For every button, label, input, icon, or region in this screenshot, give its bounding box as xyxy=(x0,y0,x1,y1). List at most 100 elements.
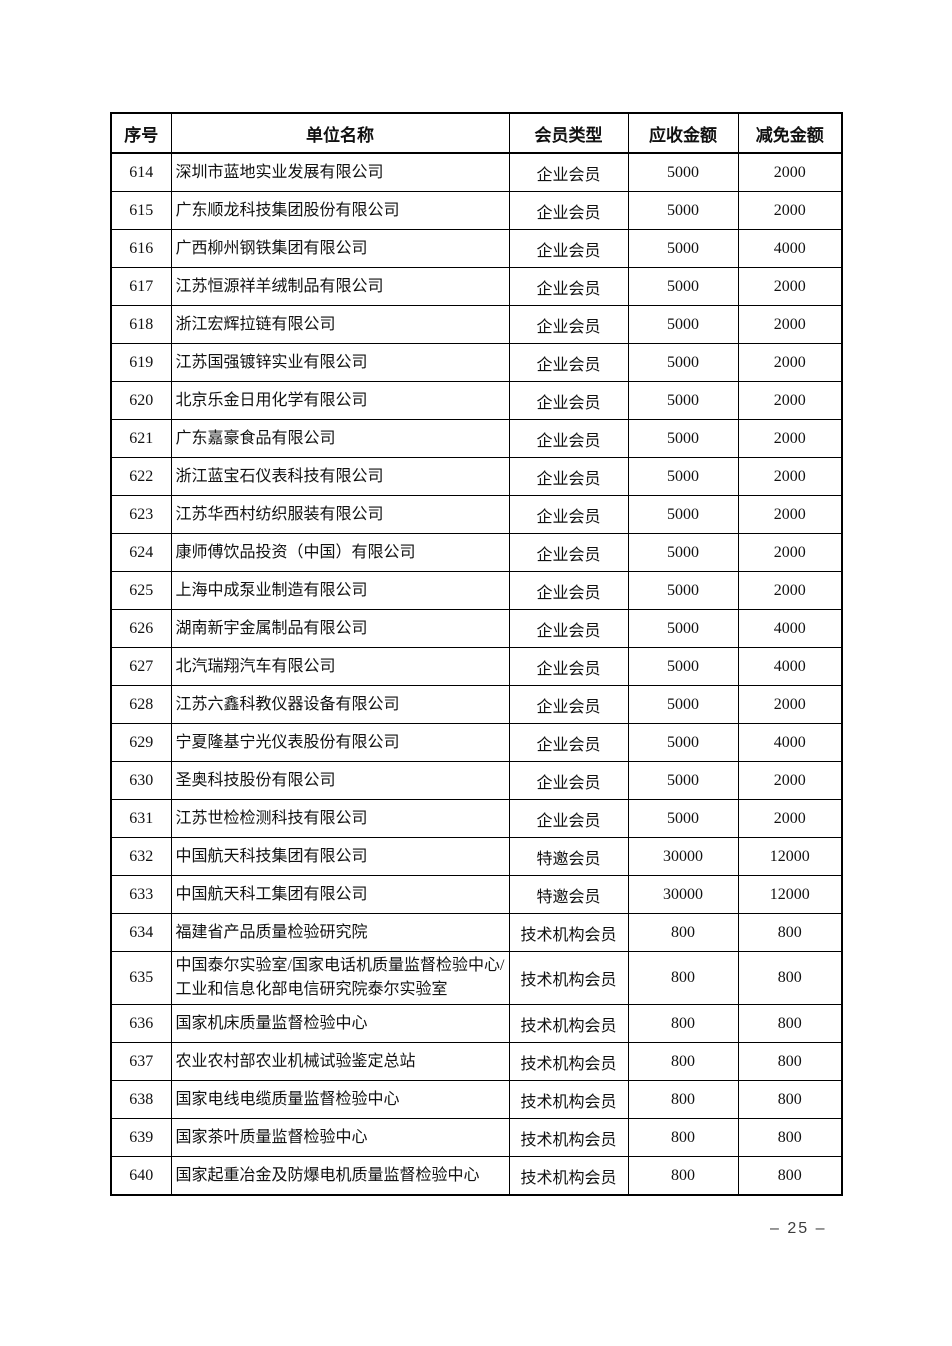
table-row: 630 圣奥科技股份有限公司 企业会员 5000 2000 xyxy=(110,761,843,800)
table-row: 638 国家电线电缆质量监督检验中心 技术机构会员 800 800 xyxy=(110,1080,843,1119)
cell-member-type: 企业会员 xyxy=(508,723,629,762)
cell-serial-number: 621 xyxy=(110,419,172,458)
cell-serial-number: 627 xyxy=(110,647,172,686)
cell-reduction-amount: 2000 xyxy=(737,761,843,800)
cell-unit-name: 中国航天科工集团有限公司 xyxy=(170,875,510,914)
cell-member-type: 企业会员 xyxy=(508,267,629,306)
cell-reduction-amount: 2000 xyxy=(737,381,843,420)
cell-serial-number: 614 xyxy=(110,152,172,192)
cell-member-type: 企业会员 xyxy=(508,343,629,382)
cell-reduction-amount: 4000 xyxy=(737,647,843,686)
cell-receivable-amount: 800 xyxy=(627,1118,739,1157)
cell-member-type: 企业会员 xyxy=(508,381,629,420)
table-row: 634 福建省产品质量检验研究院 技术机构会员 800 800 xyxy=(110,913,843,952)
cell-reduction-amount: 800 xyxy=(737,1118,843,1157)
table-row: 639 国家茶叶质量监督检验中心 技术机构会员 800 800 xyxy=(110,1118,843,1157)
cell-member-type: 特邀会员 xyxy=(508,837,629,876)
header-reduction-amount: 减免金额 xyxy=(737,112,843,154)
cell-reduction-amount: 2000 xyxy=(737,495,843,534)
cell-member-type: 企业会员 xyxy=(508,419,629,458)
cell-unit-name: 江苏世检检测科技有限公司 xyxy=(170,799,510,838)
cell-serial-number: 618 xyxy=(110,305,172,344)
table-row: 618 浙江宏辉拉链有限公司 企业会员 5000 2000 xyxy=(110,305,843,344)
cell-reduction-amount: 800 xyxy=(737,1004,843,1043)
cell-unit-name: 国家起重冶金及防爆电机质量监督检验中心 xyxy=(170,1156,510,1196)
header-member-type: 会员类型 xyxy=(508,112,629,154)
cell-unit-name: 深圳市蓝地实业发展有限公司 xyxy=(170,152,510,192)
cell-serial-number: 622 xyxy=(110,457,172,496)
cell-member-type: 企业会员 xyxy=(508,761,629,800)
table-row: 623 江苏华西村纺织服装有限公司 企业会员 5000 2000 xyxy=(110,495,843,534)
cell-receivable-amount: 5000 xyxy=(627,723,739,762)
cell-unit-name: 广西柳州钢铁集团有限公司 xyxy=(170,229,510,268)
cell-unit-name: 湖南新宇金属制品有限公司 xyxy=(170,609,510,648)
cell-unit-name: 农业农村部农业机械试验鉴定总站 xyxy=(170,1042,510,1081)
cell-reduction-amount: 2000 xyxy=(737,799,843,838)
cell-reduction-amount: 800 xyxy=(737,913,843,952)
cell-serial-number: 629 xyxy=(110,723,172,762)
cell-unit-name: 中国航天科技集团有限公司 xyxy=(170,837,510,876)
cell-receivable-amount: 800 xyxy=(627,1004,739,1043)
table-row: 616 广西柳州钢铁集团有限公司 企业会员 5000 4000 xyxy=(110,229,843,268)
cell-member-type: 企业会员 xyxy=(508,495,629,534)
cell-member-type: 技术机构会员 xyxy=(508,1004,629,1043)
cell-member-type: 企业会员 xyxy=(508,152,629,192)
table-row: 628 江苏六鑫科教仪器设备有限公司 企业会员 5000 2000 xyxy=(110,685,843,724)
cell-member-type: 技术机构会员 xyxy=(508,913,629,952)
header-receivable-amount: 应收金额 xyxy=(627,112,739,154)
cell-serial-number: 628 xyxy=(110,685,172,724)
table-row: 620 北京乐金日用化学有限公司 企业会员 5000 2000 xyxy=(110,381,843,420)
cell-serial-number: 640 xyxy=(110,1156,172,1196)
cell-reduction-amount: 2000 xyxy=(737,685,843,724)
cell-serial-number: 632 xyxy=(110,837,172,876)
cell-unit-name: 广东嘉豪食品有限公司 xyxy=(170,419,510,458)
cell-unit-name: 中国泰尔实验室/国家电话机质量监督检验中心/工业和信息化部电信研究院泰尔实验室 xyxy=(170,951,510,1005)
cell-unit-name: 国家茶叶质量监督检验中心 xyxy=(170,1118,510,1157)
cell-serial-number: 624 xyxy=(110,533,172,572)
cell-receivable-amount: 800 xyxy=(627,1080,739,1119)
cell-serial-number: 631 xyxy=(110,799,172,838)
table-row: 619 江苏国强镀锌实业有限公司 企业会员 5000 2000 xyxy=(110,343,843,382)
cell-serial-number: 638 xyxy=(110,1080,172,1119)
cell-unit-name: 江苏恒源祥羊绒制品有限公司 xyxy=(170,267,510,306)
cell-member-type: 企业会员 xyxy=(508,305,629,344)
table-row: 633 中国航天科工集团有限公司 特邀会员 30000 12000 xyxy=(110,875,843,914)
cell-member-type: 技术机构会员 xyxy=(508,1118,629,1157)
cell-reduction-amount: 4000 xyxy=(737,609,843,648)
cell-member-type: 企业会员 xyxy=(508,533,629,572)
cell-unit-name: 浙江蓝宝石仪表科技有限公司 xyxy=(170,457,510,496)
table-header: 序号 单位名称 会员类型 应收金额 减免金额 xyxy=(110,112,843,154)
table-row: 637 农业农村部农业机械试验鉴定总站 技术机构会员 800 800 xyxy=(110,1042,843,1081)
cell-receivable-amount: 5000 xyxy=(627,495,739,534)
cell-reduction-amount: 12000 xyxy=(737,837,843,876)
table-row: 640 国家起重冶金及防爆电机质量监督检验中心 技术机构会员 800 800 xyxy=(110,1156,843,1196)
cell-member-type: 企业会员 xyxy=(508,647,629,686)
cell-member-type: 技术机构会员 xyxy=(508,1080,629,1119)
cell-member-type: 企业会员 xyxy=(508,799,629,838)
cell-unit-name: 上海中成泵业制造有限公司 xyxy=(170,571,510,610)
cell-receivable-amount: 5000 xyxy=(627,457,739,496)
cell-receivable-amount: 5000 xyxy=(627,685,739,724)
cell-serial-number: 637 xyxy=(110,1042,172,1081)
cell-receivable-amount: 800 xyxy=(627,913,739,952)
cell-member-type: 企业会员 xyxy=(508,609,629,648)
cell-receivable-amount: 5000 xyxy=(627,381,739,420)
cell-member-type: 企业会员 xyxy=(508,685,629,724)
cell-receivable-amount: 5000 xyxy=(627,799,739,838)
cell-serial-number: 635 xyxy=(110,951,172,1005)
cell-reduction-amount: 2000 xyxy=(737,305,843,344)
cell-receivable-amount: 5000 xyxy=(627,419,739,458)
cell-receivable-amount: 5000 xyxy=(627,761,739,800)
table-header-row: 序号 单位名称 会员类型 应收金额 减免金额 xyxy=(110,112,843,154)
table-row: 622 浙江蓝宝石仪表科技有限公司 企业会员 5000 2000 xyxy=(110,457,843,496)
table-row: 626 湖南新宇金属制品有限公司 企业会员 5000 4000 xyxy=(110,609,843,648)
cell-unit-name: 北汽瑞翔汽车有限公司 xyxy=(170,647,510,686)
cell-serial-number: 633 xyxy=(110,875,172,914)
cell-receivable-amount: 5000 xyxy=(627,343,739,382)
cell-reduction-amount: 2000 xyxy=(737,571,843,610)
cell-unit-name: 浙江宏辉拉链有限公司 xyxy=(170,305,510,344)
cell-member-type: 企业会员 xyxy=(508,571,629,610)
page-number: – 25 – xyxy=(770,1220,827,1237)
cell-receivable-amount: 5000 xyxy=(627,267,739,306)
